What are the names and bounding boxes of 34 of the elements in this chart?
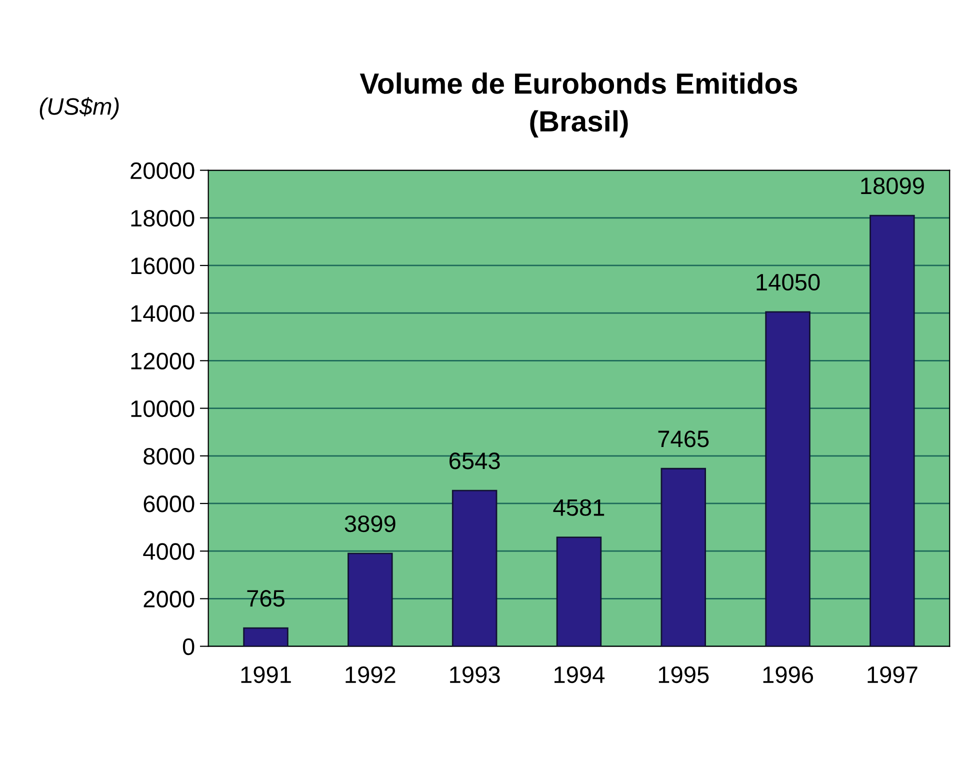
x-tick-label: 1991 — [241, 666, 291, 684]
y-tick-label: 0 — [182, 638, 194, 656]
y-tick-label: 20000 — [130, 162, 194, 180]
y-tick-label: 10000 — [131, 400, 194, 418]
y-axis-title: (US$m) — [40, 97, 119, 120]
data-label: 3899 — [344, 515, 396, 532]
y-tick-label: 12000 — [131, 352, 194, 370]
x-tick-label: 1994 — [554, 666, 605, 684]
bar — [556, 536, 602, 646]
x-tick-label: 1997 — [868, 666, 918, 684]
data-label: 7465 — [658, 430, 709, 448]
y-tick-label: 6000 — [144, 496, 194, 512]
y-tick-label: 2000 — [144, 590, 194, 608]
y-tick-label: 18000 — [131, 210, 194, 227]
y-tick-label: 8000 — [144, 448, 194, 465]
x-tick-label: 1993 — [450, 666, 500, 684]
data-label: 6543 — [450, 452, 500, 470]
bar — [870, 214, 915, 646]
chart-title: Volume de Eurobonds Emitidos (Brasil) — [360, 72, 798, 138]
bar — [243, 627, 288, 646]
data-label: 18099 — [861, 177, 924, 194]
bar — [348, 552, 393, 646]
y-tick-label: 16000 — [131, 258, 194, 274]
y-tick-label: 4000 — [143, 543, 194, 560]
x-tick-label: 1992 — [346, 666, 396, 684]
bar — [452, 490, 498, 646]
x-tick-label: 1996 — [763, 666, 814, 684]
bar — [765, 311, 810, 646]
x-tick-label: 1995 — [658, 666, 709, 684]
data-label: 4581 — [553, 499, 604, 516]
bar — [660, 468, 706, 646]
data-label: 14050 — [756, 274, 820, 291]
y-tick-label: 14000 — [131, 305, 194, 322]
data-label: 765 — [247, 590, 284, 607]
